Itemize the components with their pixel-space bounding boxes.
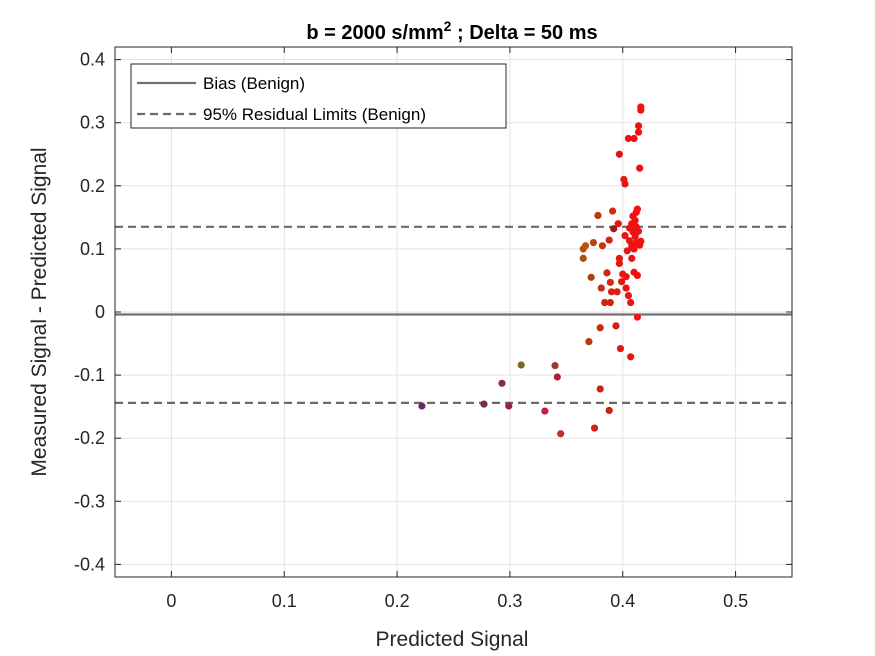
x-axis-title: Predicted Signal (376, 628, 529, 651)
legend-label: Bias (Benign) (203, 74, 305, 93)
data-point (623, 247, 631, 255)
data-point (596, 324, 604, 332)
data-point (634, 122, 643, 130)
y-tick-labels: 0.4 0.3 0.2 0.1 0 -0.1 -0.2 -0.3 -0.4 (74, 50, 105, 575)
data-point (627, 353, 635, 361)
x-tick-label: 0.5 (723, 591, 748, 611)
data-point (628, 254, 636, 262)
data-point (585, 338, 593, 346)
data-point (498, 379, 506, 387)
data-point (557, 430, 565, 438)
data-point (418, 402, 426, 410)
data-point (621, 180, 629, 188)
legend: Bias (Benign) 95% Residual Limits (Benign… (130, 63, 507, 129)
data-point (596, 385, 604, 393)
data-point (607, 288, 616, 296)
x-tick-label: 0.1 (272, 591, 297, 611)
data-point (614, 220, 622, 228)
data-point (634, 227, 643, 235)
data-point (633, 271, 642, 280)
data-point (610, 225, 618, 233)
y-tick-label: 0.1 (80, 239, 105, 259)
data-point (505, 402, 513, 410)
y-tick-label: -0.1 (74, 365, 105, 385)
legend-label: 95% Residual Limits (Benign) (203, 105, 426, 124)
data-point (590, 424, 599, 432)
legend-box (130, 63, 507, 129)
data-point (631, 216, 639, 225)
x-tick-label: 0 (166, 591, 176, 611)
data-point (603, 269, 611, 277)
y-axis-title: Measured Signal - Predicted Signal (28, 147, 51, 476)
data-point (633, 313, 642, 321)
data-point (608, 207, 617, 215)
data-point (541, 407, 549, 415)
data-point (605, 406, 613, 415)
x-tick-label: 0.2 (385, 591, 410, 611)
y-tick-label: -0.2 (74, 428, 105, 448)
data-point (594, 211, 602, 220)
y-tick-label: -0.3 (74, 491, 105, 511)
y-tick-label: 0.2 (80, 176, 105, 196)
x-tick-label: 0.3 (497, 591, 522, 611)
data-point (630, 245, 638, 253)
data-point (631, 232, 639, 240)
data-point (612, 322, 620, 330)
data-point (627, 298, 635, 307)
data-point (597, 284, 605, 292)
chart-title: b = 2000 s/mm2 ; Delta = 50 ms (306, 18, 597, 44)
data-point (621, 232, 629, 240)
y-tick-label: 0.3 (80, 113, 105, 133)
data-point (624, 134, 632, 143)
data-point (553, 373, 561, 381)
data-point (589, 238, 598, 247)
data-point (615, 150, 623, 158)
data-point (616, 344, 625, 353)
data-point (637, 237, 645, 245)
data-point (551, 362, 559, 370)
data-point (517, 361, 525, 369)
y-tick-label: -0.4 (74, 554, 105, 574)
data-point (634, 128, 643, 136)
data-point (622, 273, 630, 281)
data-point (606, 298, 614, 307)
data-point (636, 164, 644, 172)
data-point (587, 273, 595, 281)
data-points (418, 103, 645, 438)
data-point (601, 298, 609, 307)
x-tick-labels: 0 0.1 0.2 0.3 0.4 0.5 (166, 591, 748, 611)
plot-area (114, 46, 793, 578)
x-tick-label: 0.4 (610, 591, 635, 611)
data-point (613, 288, 621, 296)
data-point (637, 106, 645, 114)
data-point (605, 236, 613, 244)
data-point (579, 254, 587, 262)
tick-marks (115, 47, 792, 577)
data-point (598, 242, 607, 250)
data-point (480, 400, 488, 408)
data-point (581, 242, 590, 250)
data-point (615, 259, 623, 268)
data-point (624, 291, 632, 300)
reference-lines (115, 225, 792, 404)
y-tick-label: 0.4 (80, 50, 105, 70)
data-point (606, 278, 614, 286)
data-point (622, 284, 630, 292)
data-point (630, 134, 638, 143)
data-point (618, 278, 626, 286)
y-tick-label: 0 (95, 302, 105, 322)
data-point (633, 205, 642, 213)
data-point (615, 254, 623, 262)
